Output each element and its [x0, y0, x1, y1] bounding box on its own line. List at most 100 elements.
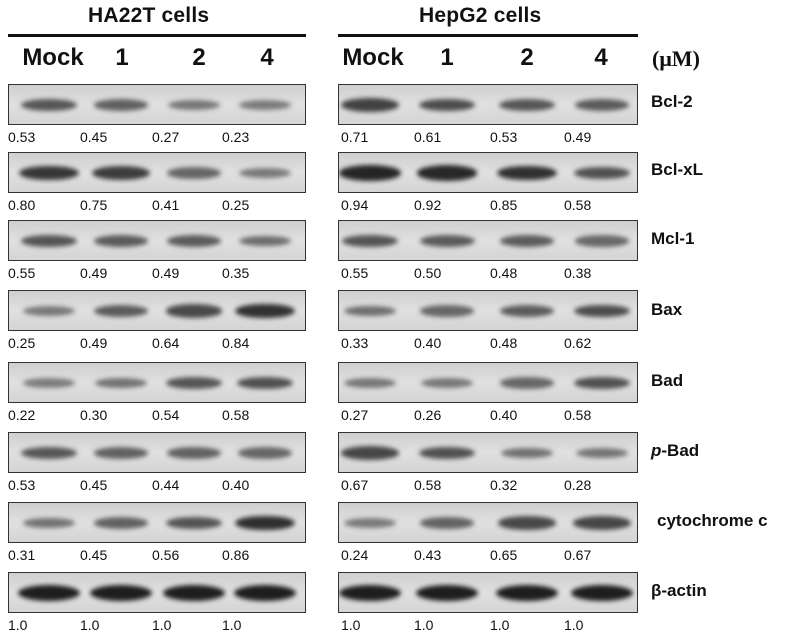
quantification-value: 0.86 — [222, 547, 250, 563]
protein-band — [90, 585, 152, 601]
lane-label: Mock — [342, 44, 404, 71]
quantification-value: 0.49 — [80, 335, 108, 351]
protein-band — [238, 235, 292, 247]
protein-band — [421, 377, 473, 389]
protein-band — [341, 98, 399, 112]
protein-label-name: Bax — [651, 300, 683, 319]
protein-label: Bcl-2 — [651, 92, 693, 112]
blot-strip — [8, 502, 306, 543]
blot-strip — [8, 290, 306, 331]
protein-band — [18, 585, 80, 601]
quantification-value: 0.94 — [341, 197, 369, 213]
quantification-value: 0.55 — [8, 265, 36, 281]
quantification-value: 0.53 — [490, 129, 518, 145]
protein-band — [165, 304, 223, 318]
lane-label: 2 — [520, 44, 534, 71]
quantification-value: 0.58 — [564, 407, 592, 423]
quantification-value: 1.0 — [490, 617, 510, 633]
quantification-value: 0.25 — [222, 197, 250, 213]
quantification-value: 0.31 — [8, 547, 36, 563]
quantification-value: 0.65 — [490, 547, 518, 563]
lane-label: 1 — [440, 44, 454, 71]
protein-label-name: Bcl-xL — [651, 160, 703, 179]
protein-band — [344, 377, 396, 389]
protein-band — [342, 234, 398, 248]
quantification-value: 0.43 — [414, 547, 442, 563]
protein-band — [166, 376, 222, 390]
quantification-value: 0.35 — [222, 265, 250, 281]
quantification-value: 0.45 — [80, 129, 108, 145]
protein-band — [575, 235, 629, 247]
protein-label-prefix: p — [651, 441, 662, 460]
quantification-value: 0.61 — [414, 129, 442, 145]
quantification-value: 0.30 — [80, 407, 108, 423]
quantification-value: 0.48 — [490, 335, 518, 351]
blot-strip — [8, 84, 306, 125]
protein-band — [21, 98, 77, 112]
blot-strip — [338, 572, 638, 613]
protein-label: Bad — [651, 371, 683, 391]
quantification-value: 0.58 — [564, 197, 592, 213]
quantification-value: 0.40 — [222, 477, 250, 493]
title-rule-ha22t — [8, 34, 306, 37]
protein-band — [23, 378, 75, 388]
blot-strip — [8, 362, 306, 403]
protein-band — [22, 517, 76, 529]
quantification-value: 0.27 — [341, 407, 369, 423]
protein-band — [420, 305, 474, 317]
protein-band — [93, 517, 149, 529]
protein-band — [339, 585, 401, 601]
lane-label: 4 — [594, 44, 608, 71]
lane-label: 4 — [260, 44, 274, 71]
protein-band — [343, 305, 397, 317]
panel-title-hepg2: HepG2 cells — [419, 4, 542, 27]
blot-strip — [338, 152, 638, 193]
protein-band — [94, 377, 148, 389]
blot-strip — [338, 290, 638, 331]
quantification-value: 0.71 — [341, 129, 369, 145]
protein-band — [500, 377, 554, 389]
blot-strip — [338, 362, 638, 403]
protein-band — [573, 304, 631, 318]
protein-band — [418, 446, 476, 460]
quantification-value: 0.62 — [564, 335, 592, 351]
protein-band — [500, 447, 554, 459]
protein-band — [21, 446, 77, 460]
protein-band — [93, 305, 149, 317]
quantification-value: 0.40 — [490, 407, 518, 423]
quantification-value: 1.0 — [414, 617, 434, 633]
blot-strip — [338, 220, 638, 261]
quantification-value: 1.0 — [152, 617, 172, 633]
blot-strip — [8, 572, 306, 613]
quantification-value: 0.75 — [80, 197, 108, 213]
quantification-value: 1.0 — [80, 617, 100, 633]
quantification-value: 0.22 — [8, 407, 36, 423]
quantification-value: 0.84 — [222, 335, 250, 351]
quantification-value: 1.0 — [341, 617, 361, 633]
protein-band — [573, 376, 631, 390]
protein-band — [573, 516, 631, 530]
quantification-value: 0.25 — [8, 335, 36, 351]
quantification-value: 0.48 — [490, 265, 518, 281]
lane-label: 2 — [192, 44, 206, 71]
quantification-value: 0.55 — [341, 265, 369, 281]
protein-band — [93, 447, 149, 459]
quantification-value: 0.45 — [80, 547, 108, 563]
quantification-value: 0.24 — [341, 547, 369, 563]
quantification-value: 0.28 — [564, 477, 592, 493]
protein-band — [93, 235, 149, 247]
quantification-value: 0.67 — [564, 547, 592, 563]
protein-label-name: Bad — [651, 371, 684, 390]
protein-band — [497, 165, 557, 181]
quantification-value: 0.32 — [490, 477, 518, 493]
protein-label: Bax — [651, 300, 682, 320]
lane-label: 1 — [115, 44, 129, 71]
protein-label: β-actin — [651, 581, 707, 601]
protein-band — [166, 235, 222, 247]
protein-band — [234, 585, 296, 601]
quantification-value: 0.38 — [564, 265, 592, 281]
quantification-value: 0.33 — [341, 335, 369, 351]
quantification-value: 0.67 — [341, 477, 369, 493]
protein-band — [418, 98, 476, 112]
protein-band — [163, 585, 225, 601]
